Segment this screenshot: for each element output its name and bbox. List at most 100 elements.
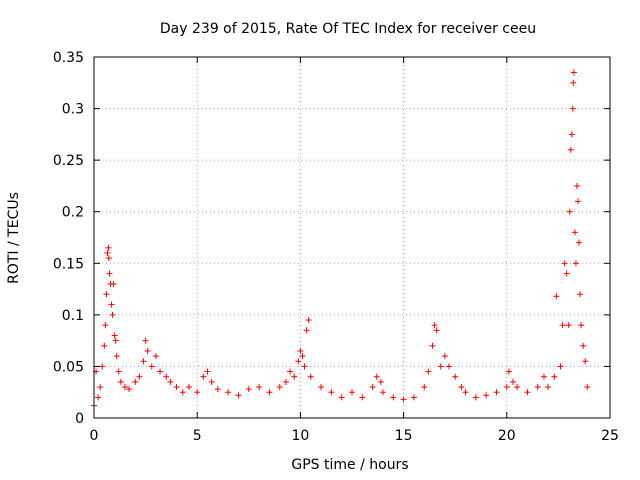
data-point: [373, 373, 380, 380]
data-point: [105, 255, 112, 262]
data-point: [307, 373, 314, 380]
data-point: [276, 384, 283, 391]
data-point: [349, 389, 355, 396]
data-point: [551, 373, 558, 380]
scatter-points: [91, 69, 591, 409]
data-point: [204, 368, 211, 375]
data-point: [566, 208, 573, 215]
y-axis-label: ROTI / TECUs: [6, 192, 22, 284]
data-point: [291, 373, 298, 380]
data-point: [95, 394, 102, 401]
y-tick-label: 0.3: [62, 102, 84, 118]
data-point: [101, 342, 108, 349]
data-point: [524, 389, 531, 396]
data-point: [109, 311, 116, 318]
data-point: [179, 389, 186, 396]
data-point: [540, 373, 547, 380]
data-point: [185, 384, 192, 391]
data-point: [106, 270, 113, 277]
data-point: [303, 327, 310, 334]
data-point: [437, 363, 444, 370]
data-point: [553, 293, 560, 300]
data-point: [410, 394, 417, 401]
y-tick-label: 0.35: [53, 50, 84, 66]
y-tick-label: 0.15: [53, 256, 84, 272]
data-point: [338, 394, 345, 401]
data-point: [97, 384, 104, 391]
data-point: [99, 363, 106, 370]
data-point: [429, 342, 436, 349]
data-point: [115, 368, 122, 375]
data-point: [299, 353, 306, 360]
data-point: [565, 322, 572, 329]
data-point: [582, 358, 589, 365]
x-tick-label: 0: [90, 428, 99, 444]
data-point: [126, 386, 133, 393]
data-point: [580, 342, 587, 349]
data-point: [559, 322, 566, 329]
data-point: [117, 378, 124, 385]
data-point: [105, 244, 112, 251]
y-tick-label: 0.05: [53, 359, 84, 375]
data-point: [328, 389, 335, 396]
data-point: [446, 363, 453, 370]
data-point: [483, 392, 490, 399]
data-point: [505, 368, 512, 375]
grid-lines: [94, 57, 610, 418]
data-point: [472, 394, 479, 401]
x-tick-label: 10: [291, 428, 309, 444]
data-point: [113, 353, 120, 360]
data-point: [577, 291, 584, 298]
data-point: [297, 347, 304, 354]
chart-title: Day 239 of 2015, Rate Of TEC Index for r…: [160, 21, 536, 37]
data-point: [287, 368, 294, 375]
axis-ticks: 0 5 10 15 20 25 0 0.05 0.1 0.15 0.2 0.25 0.3 0.35: [53, 50, 619, 444]
y-tick-label: 0: [75, 411, 84, 427]
data-point: [167, 378, 174, 385]
data-point: [359, 394, 366, 401]
data-point: [163, 373, 170, 380]
data-point: [493, 389, 500, 396]
data-point: [575, 198, 582, 205]
data-point: [136, 373, 143, 380]
x-tick-label: 5: [193, 428, 202, 444]
data-point: [282, 378, 289, 385]
data-point: [571, 229, 578, 236]
data-point: [110, 280, 117, 287]
data-point: [514, 384, 521, 391]
data-point: [295, 358, 302, 365]
data-point: [421, 384, 428, 391]
data-point: [431, 322, 438, 329]
data-point: [245, 386, 252, 393]
data-point: [194, 389, 201, 396]
data-point: [563, 270, 570, 277]
data-point: [103, 291, 110, 298]
data-point: [112, 337, 119, 344]
data-point: [503, 384, 510, 391]
x-tick-label: 15: [395, 428, 413, 444]
data-point: [572, 260, 579, 267]
data-point: [573, 182, 580, 189]
data-point: [104, 249, 111, 256]
data-point: [534, 384, 541, 391]
data-point: [390, 394, 397, 401]
data-point: [305, 317, 312, 324]
data-point: [301, 363, 308, 370]
x-tick-label: 20: [498, 428, 516, 444]
data-point: [462, 389, 469, 396]
data-point: [225, 389, 232, 396]
data-point: [545, 384, 552, 391]
data-point: [102, 322, 109, 329]
data-point: [568, 131, 575, 138]
data-point: [369, 384, 376, 391]
plot-frame: [93, 56, 611, 419]
data-point: [256, 384, 263, 391]
data-point: [121, 384, 128, 391]
data-point: [266, 389, 273, 396]
data-point: [235, 392, 242, 399]
data-point: [433, 327, 440, 334]
y-tick-label: 0.2: [62, 205, 84, 221]
data-point: [567, 146, 574, 153]
data-point: [157, 368, 164, 375]
